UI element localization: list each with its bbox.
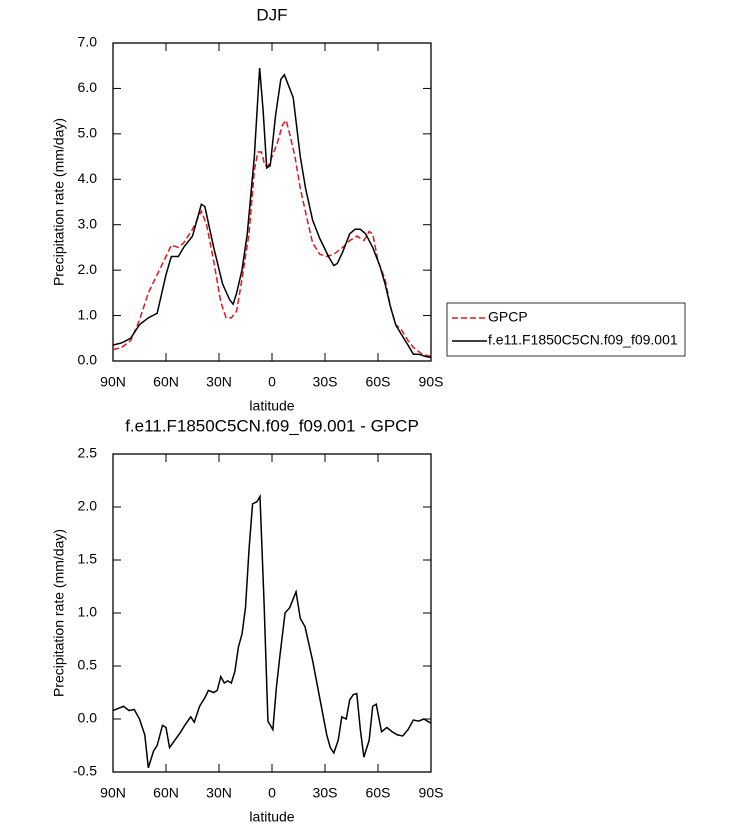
x-tick-label: 90N	[100, 785, 126, 801]
y-tick-label: 1.0	[78, 306, 98, 322]
x-tick-label: 60S	[366, 785, 391, 801]
y-tick-label: 6.0	[78, 79, 98, 95]
y-tick-label: 0.0	[78, 352, 98, 368]
x-tick-label: 0	[268, 785, 276, 801]
y-tick-label: 0.5	[78, 657, 98, 673]
chart-title: f.e11.F1850C5CN.f09_f09.001 - GPCP	[125, 416, 419, 435]
x-tick-label: 90S	[419, 374, 444, 390]
series-line	[112, 493, 432, 768]
plot-frame	[112, 42, 432, 362]
y-axis-label: Precipitation rate (mm/day)	[51, 529, 67, 697]
y-tick-label: 0.0	[78, 710, 98, 726]
y-tick-label: 4.0	[78, 170, 98, 186]
x-tick-label: 30S	[313, 374, 338, 390]
legend-frame	[446, 302, 686, 357]
legend-label: GPCP	[488, 309, 528, 325]
plot-frame	[112, 453, 432, 773]
x-axis-label: latitude	[249, 809, 294, 825]
y-axis-label: Precipitation rate (mm/day)	[51, 118, 67, 286]
series-line	[112, 118, 432, 358]
y-tick-label: 2.5	[78, 445, 98, 461]
x-axis-label: latitude	[249, 398, 294, 414]
y-tick-label: 5.0	[78, 125, 98, 141]
legend-label: f.e11.F1850C5CN.f09_f09.001	[488, 332, 678, 348]
y-tick-label: 3.0	[78, 215, 98, 231]
x-tick-label: 30N	[206, 374, 232, 390]
y-tick-label: 2.0	[78, 261, 98, 277]
y-tick-label: 1.0	[78, 604, 98, 620]
chart-title: DJF	[256, 5, 287, 24]
x-tick-label: 30S	[313, 785, 338, 801]
x-tick-label: 60N	[153, 374, 179, 390]
x-tick-label: 90S	[419, 785, 444, 801]
x-tick-label: 30N	[206, 785, 232, 801]
x-tick-label: 60N	[153, 785, 179, 801]
y-tick-label: 2.0	[78, 498, 98, 514]
y-tick-label: 1.5	[78, 551, 98, 567]
y-tick-label: 7.0	[78, 34, 98, 50]
series-line	[112, 67, 432, 359]
x-tick-label: 90N	[100, 374, 126, 390]
y-tick-label: -0.5	[73, 763, 97, 779]
x-tick-label: 0	[268, 374, 276, 390]
x-tick-label: 60S	[366, 374, 391, 390]
